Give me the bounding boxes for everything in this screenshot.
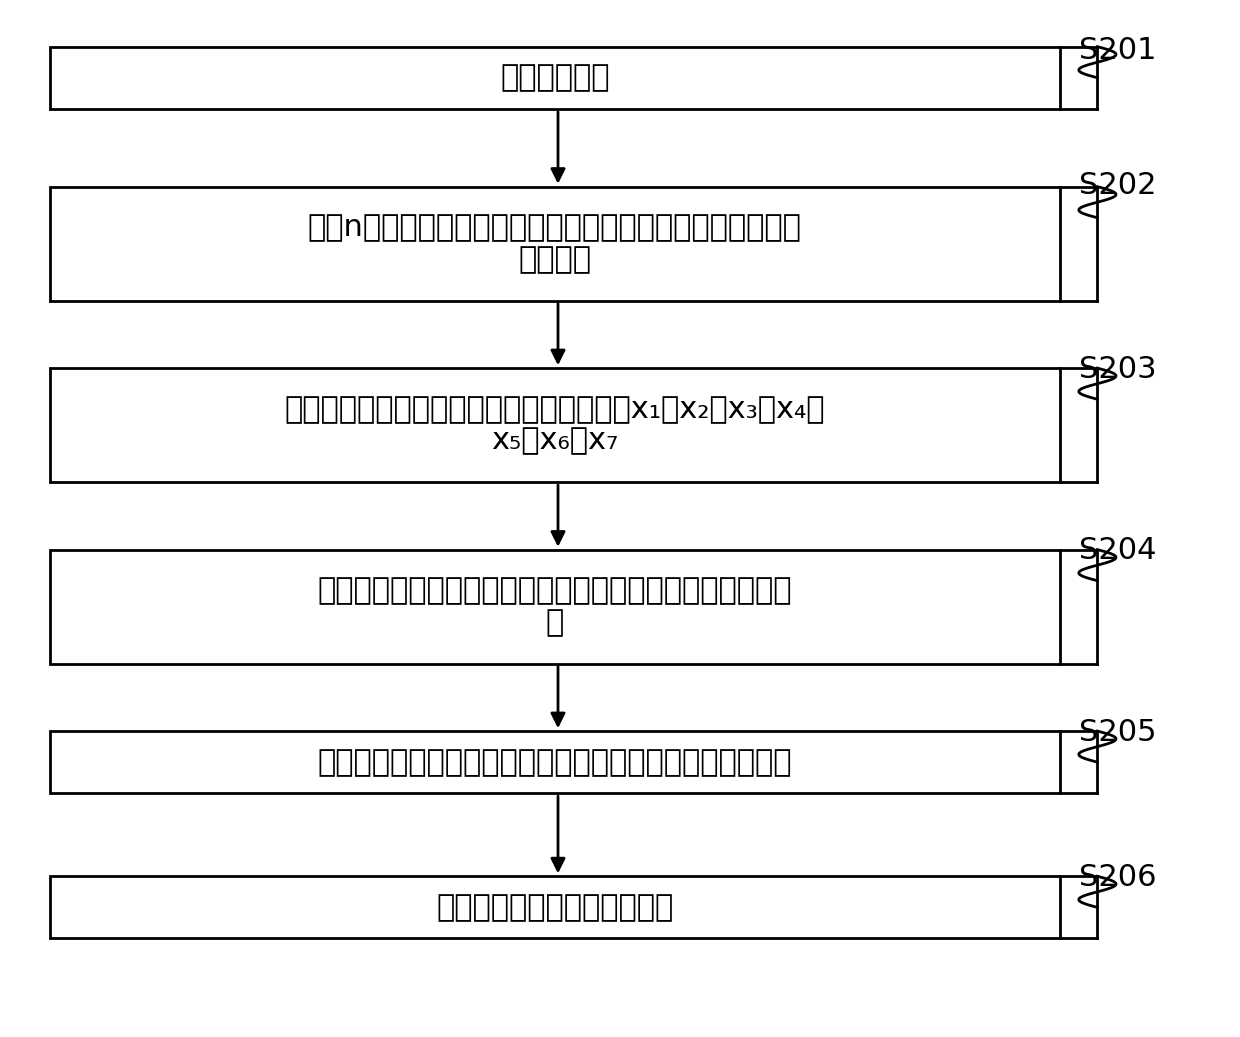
Bar <box>50 368 1060 482</box>
Text: S201: S201 <box>1079 36 1156 65</box>
Bar <box>50 47 1060 109</box>
Text: S203: S203 <box>1079 355 1157 384</box>
Text: 值: 值 <box>546 608 564 637</box>
Text: S202: S202 <box>1079 171 1156 200</box>
Text: S206: S206 <box>1079 863 1156 892</box>
Text: S204: S204 <box>1079 536 1156 565</box>
Text: 提取n组样本数据，采用偏最小二乘法建模，确定函数关系式: 提取n组样本数据，采用偏最小二乘法建模，确定函数关系式 <box>308 214 802 243</box>
Text: 温度传感器监测实时温度，获取各测量点监测到的当前温度: 温度传感器监测实时温度，获取各测量点监测到的当前温度 <box>317 577 792 606</box>
Bar <box>50 731 1060 793</box>
Bar <box>50 876 1060 938</box>
Text: 对各温度传感器进行定位，确定各测量参数x₁、x₂、x₃、x₄、: 对各温度传感器进行定位，确定各测量参数x₁、x₂、x₃、x₄、 <box>285 395 825 424</box>
Bar <box>50 550 1060 664</box>
Text: S205: S205 <box>1079 718 1156 747</box>
Text: 根据函数关系式计算出固体绝缘开关柜的开关触点的温度值: 根据函数关系式计算出固体绝缘开关柜的开关触点的温度值 <box>317 748 792 777</box>
Text: 中的系数: 中的系数 <box>518 245 591 274</box>
Text: x₅、x₆、x₇: x₅、x₆、x₇ <box>491 426 619 455</box>
Text: 向用户显示计算得到的温度值: 向用户显示计算得到的温度值 <box>436 893 673 922</box>
Text: 获取实验数据: 获取实验数据 <box>500 63 610 92</box>
Bar <box>50 187 1060 301</box>
